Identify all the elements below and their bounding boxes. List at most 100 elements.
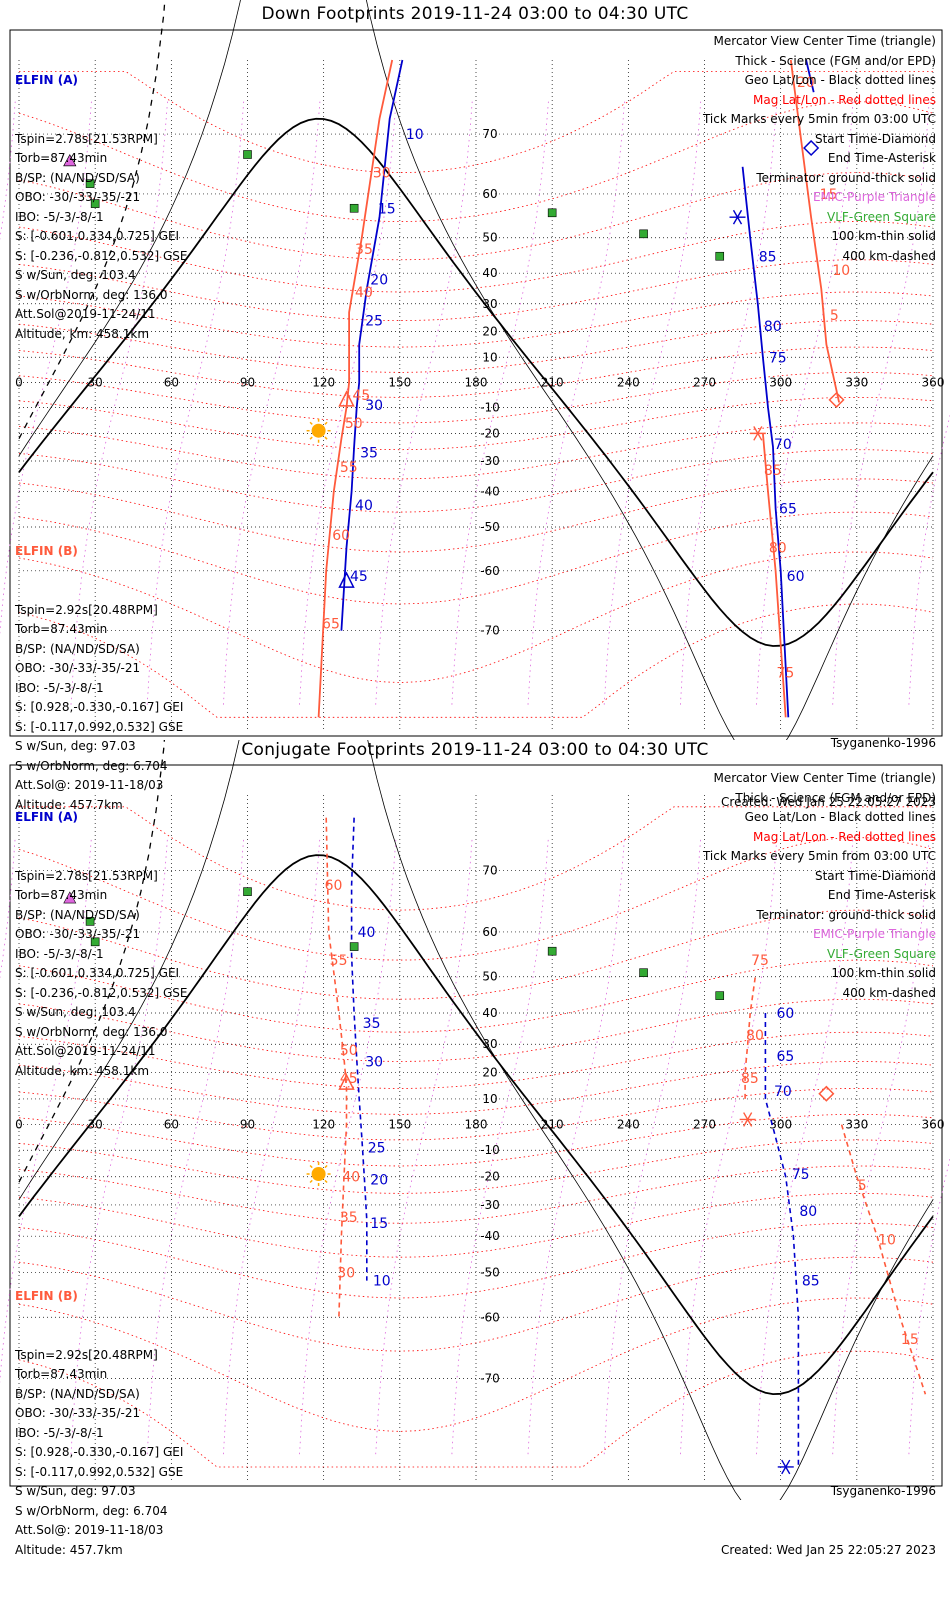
track-elfina [805, 59, 815, 93]
info-line: S: [-0.601,0.334,0.725] GEI [15, 229, 180, 243]
track-elfinb [789, 59, 840, 403]
mag-lon-line [299, 837, 397, 1455]
track-tick-label: 5 [858, 1178, 867, 1194]
elfin-a-label: ELFIN (A) [15, 73, 78, 87]
terminator-400km [18, 740, 166, 1183]
y-tick-label: -60 [480, 1310, 500, 1324]
x-tick-label: 240 [617, 375, 640, 389]
elfin-b-info: ELFIN (B) Tspin=2.92s[20.48RPM] Torb=87.4… [15, 1248, 183, 1599]
vlf-station [639, 229, 648, 239]
elfin-a-lines: Tspin=2.78s[21.53RPM] Torb=87.43min B/SP: … [15, 130, 188, 345]
mag-lon-line [223, 101, 321, 705]
x-tick-label: 210 [541, 375, 564, 389]
track-elfinb [762, 433, 787, 718]
info-line: OBO: -30/-33/-35/-21 [15, 661, 141, 675]
mag-lat-line [18, 551, 934, 683]
vlf-station [349, 942, 359, 951]
legend-item: End Time-Asterisk [827, 151, 936, 165]
vlf-station [349, 203, 359, 213]
mag-lon-line [375, 101, 473, 705]
info-line: Torb=87.43min [15, 888, 108, 902]
info-line: Tspin=2.78s[21.53RPM] [15, 868, 158, 883]
sun-ray [324, 1164, 328, 1169]
mag-lon-line [0, 837, 92, 1384]
legend-item: Terminator: ground-thick solid [756, 907, 936, 922]
mag-lon-line [451, 101, 549, 705]
legend-item: Start Time-Diamond [814, 868, 936, 883]
mag-lat-line [18, 1297, 934, 1432]
vlf-station [90, 199, 100, 208]
track-tick-label: 80 [799, 1204, 817, 1220]
info-line: Altitude, km: 458.1km [15, 326, 150, 341]
track-tick-label: 60 [787, 569, 805, 585]
info-line: OBO: -30/-33/-35/-21 [15, 1406, 141, 1420]
track-tick-label: 15 [370, 1216, 388, 1232]
info-line: S w/Sun, deg: 103.4 [15, 1005, 136, 1019]
mag-lat-line [18, 1088, 934, 1141]
vlf-station [715, 991, 725, 1000]
mag-lon-line [146, 837, 245, 1455]
track-tick-label: 20 [370, 273, 388, 289]
y-tick-label: -70 [480, 1371, 500, 1385]
mag-lon-line [0, 101, 16, 241]
y-tick-label: 50 [482, 231, 497, 245]
mag-lon-line [527, 837, 625, 1455]
sun-ray [324, 436, 328, 440]
legend-item: Tick Marks every 5min from 03:00 UTC [702, 849, 936, 863]
info-line: S: [-0.601,0.334,0.725] GEI [15, 966, 180, 980]
track-tick-label: 25 [365, 314, 383, 330]
legend-item: Start Time-Diamond [814, 131, 936, 146]
mag-lon-line [832, 837, 930, 1455]
start-diamond [818, 1085, 835, 1102]
elfin-b-label: ELFIN (B) [15, 544, 78, 558]
start-diamond [803, 139, 820, 157]
model-label: Tsyganenko-1996 [830, 736, 936, 750]
mag-lat-line [18, 221, 934, 293]
mag-lat-line [18, 1165, 934, 1224]
track-tick-label: 75 [792, 1167, 810, 1183]
created-label: Created: Wed Jan 25 22:05:27 2023 [721, 794, 936, 809]
track-tick-label: 85 [741, 1071, 759, 1087]
mag-lon-line [451, 837, 549, 1455]
track-tick-label: 40 [355, 498, 373, 514]
y-tick-label: 20 [482, 324, 497, 338]
info-line: Torb=87.43min [15, 1367, 108, 1381]
track-tick-label: 40 [358, 925, 376, 941]
y-tick-label: -40 [480, 485, 500, 499]
legend-item: Tick Marks every 5min from 03:00 UTC [702, 112, 936, 126]
legend-item: Thick - Science (FGM and/or EPD) [735, 53, 936, 68]
info-line: S: [-0.117,0.992,0.532] GSE [15, 1464, 184, 1479]
track-tick-label: 50 [345, 416, 363, 432]
info-line: IBO: -5/-3/-8/-1 [15, 209, 104, 224]
vlf-station [715, 251, 725, 261]
x-tick-label: 270 [693, 1118, 716, 1132]
legend-item: 100 km-thin solid [831, 966, 936, 980]
legend-item: Mercator View Center Time (triangle) [713, 771, 936, 785]
info-line: S w/Sun, deg: 97.03 [15, 739, 136, 753]
vlf-station [90, 937, 100, 947]
elfin-a-label: ELFIN (A) [15, 810, 78, 824]
y-tick-label: -30 [480, 1198, 500, 1212]
track-tick-label: 75 [751, 953, 769, 969]
asterisk-stroke [781, 1459, 791, 1475]
track-elfina [350, 817, 368, 1281]
end-asterisk [777, 1459, 794, 1475]
sun-ray [309, 421, 313, 425]
track-elfina [340, 59, 404, 631]
sun-ray [309, 1179, 313, 1184]
y-tick-label: -50 [480, 1265, 500, 1279]
track-tick-label: 65 [779, 501, 797, 517]
track-tick-label: 80 [764, 319, 782, 335]
track-tick-label: 20 [797, 75, 815, 91]
track-tick-label: 35 [355, 242, 373, 258]
sun-marker [311, 423, 326, 438]
info-line: OBO: -30/-33/-35/-21 [15, 190, 141, 204]
x-tick-label: 300 [769, 375, 792, 389]
emic-station [63, 154, 77, 167]
track-tick-label: 85 [802, 1274, 820, 1290]
vlf-station [85, 179, 95, 188]
track-tick-label: 15 [901, 1332, 919, 1348]
y-tick-label: 60 [482, 187, 497, 201]
legend: Mercator View Center Time (triangle) Thic… [703, 32, 936, 266]
elfin-b-lines: Tspin=2.92s[20.48RPM] Torb=87.43min B/SP: … [15, 1346, 183, 1561]
